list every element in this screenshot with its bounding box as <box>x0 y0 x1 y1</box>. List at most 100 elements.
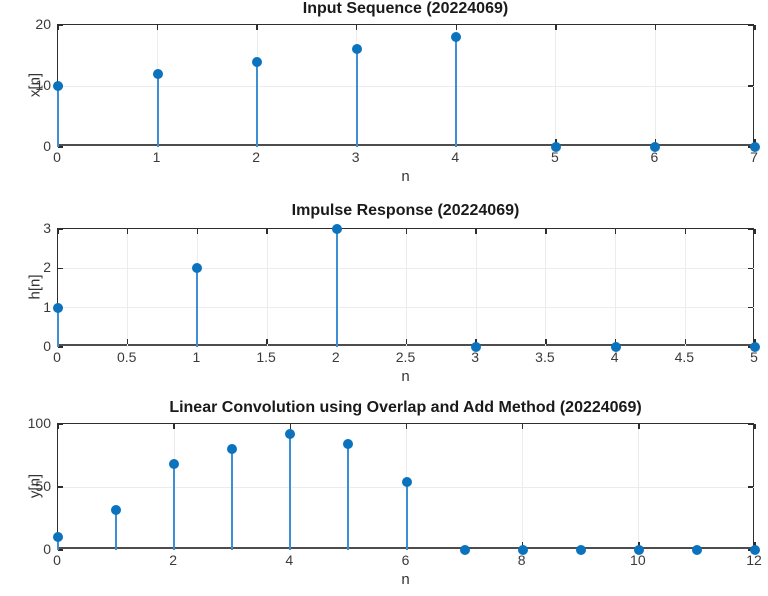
stem-marker <box>401 476 412 487</box>
x-tick-label: 3 <box>471 349 480 365</box>
stem-marker <box>192 263 203 274</box>
stem-line <box>115 509 118 550</box>
x-tick-label: 4 <box>451 149 460 165</box>
x-tick-mark <box>545 339 547 344</box>
y-tick-mark <box>748 24 753 26</box>
stem-marker <box>169 459 180 470</box>
vertical-gridline <box>127 229 129 347</box>
x-axis-label: n <box>401 571 410 588</box>
stem-marker <box>633 545 644 555</box>
x-axis-label: n <box>401 368 410 385</box>
x-tick-mark <box>638 424 640 429</box>
stem-marker <box>252 56 263 67</box>
stem-marker <box>750 342 760 352</box>
x-tick-mark <box>355 25 358 30</box>
stem-marker <box>575 545 586 555</box>
stem-marker <box>285 429 296 440</box>
axes-area <box>53 224 760 352</box>
y-tick-label: 100 <box>27 415 51 431</box>
stem-line <box>256 61 259 147</box>
x-tick-mark <box>156 25 159 30</box>
stem-line <box>57 86 59 147</box>
x-tick-mark <box>555 25 557 30</box>
stem-marker <box>459 545 470 555</box>
x-tick-label: 7 <box>750 149 758 165</box>
y-tick-mark <box>748 267 753 270</box>
y-tick-label: 50 <box>35 478 51 494</box>
stem-line <box>455 37 458 147</box>
horizontal-gridline <box>58 267 755 269</box>
x-tick-label: 5 <box>550 149 559 165</box>
x-tick-mark <box>289 424 292 429</box>
stem-marker <box>750 142 760 152</box>
y-tick-label: 3 <box>43 220 51 236</box>
x-tick-mark <box>521 424 524 429</box>
x-tick-label: 3 <box>351 149 360 165</box>
vertical-gridline <box>266 229 268 347</box>
y-tick-label: 10 <box>35 77 51 93</box>
y-tick-mark <box>748 85 753 87</box>
x-tick-label: 8 <box>517 552 526 568</box>
x-tick-label: 1.5 <box>256 349 276 365</box>
x-tick-label: 2 <box>331 349 340 365</box>
x-tick-mark <box>475 229 477 234</box>
x-tick-mark <box>405 424 408 429</box>
x-tick-mark <box>754 25 756 30</box>
y-tick-mark <box>58 549 63 551</box>
y-tick-label: 0 <box>43 138 51 154</box>
x-tick-mark <box>754 229 756 234</box>
y-axis-label: h[n] <box>26 274 44 300</box>
stem-marker <box>152 68 163 79</box>
stem-line <box>196 268 199 347</box>
x-tick-label: 4.5 <box>674 349 695 365</box>
x-tick-label: 0 <box>53 149 61 165</box>
y-tick-mark <box>748 423 753 425</box>
y-tick-label: 20 <box>35 16 51 32</box>
axes-area <box>53 24 760 152</box>
stem-marker <box>610 342 621 352</box>
x-tick-mark <box>654 25 657 30</box>
plot-title: Input Sequence (20224069) <box>302 0 509 17</box>
y-tick-mark <box>58 346 63 348</box>
y-tick-mark <box>748 486 753 488</box>
stem-marker <box>53 532 63 543</box>
stem-marker <box>750 545 760 555</box>
x-tick-label: 12 <box>746 552 762 568</box>
stem-line <box>57 307 59 347</box>
x-tick-mark <box>126 229 129 234</box>
stem-marker <box>111 504 122 515</box>
y-tick-label: 0 <box>43 541 51 557</box>
y-tick-mark <box>58 267 63 270</box>
x-tick-mark <box>614 339 617 344</box>
stem-line <box>355 49 358 147</box>
x-tick-mark <box>126 339 129 344</box>
x-tick-mark <box>754 424 756 429</box>
stem-line <box>347 444 350 550</box>
vertical-gridline <box>545 229 547 347</box>
y-tick-label: 0 <box>43 338 51 354</box>
stem-line <box>57 537 59 550</box>
stem-marker <box>227 444 238 455</box>
x-tick-mark <box>654 139 657 144</box>
x-tick-label: 6 <box>401 552 410 568</box>
x-tick-label: 10 <box>630 552 646 568</box>
x-tick-label: 2.5 <box>395 349 416 365</box>
x-tick-mark <box>455 25 458 30</box>
x-tick-mark <box>614 229 617 234</box>
y-tick-mark <box>58 423 63 425</box>
plot-title: Linear Convolution using Overlap and Add… <box>169 399 642 416</box>
stem-line <box>335 229 338 347</box>
x-tick-mark <box>405 339 408 344</box>
horizontal-gridline <box>58 307 755 309</box>
stem-marker <box>691 545 702 555</box>
y-tick-mark <box>748 228 753 230</box>
stem-marker <box>517 545 528 555</box>
stem-marker <box>331 224 342 234</box>
stem-line <box>156 73 159 147</box>
axes-area <box>53 423 760 555</box>
stem-line <box>405 481 408 550</box>
stem-line <box>173 464 176 550</box>
horizontal-gridline <box>58 85 755 87</box>
x-tick-label: 3.5 <box>535 349 555 365</box>
